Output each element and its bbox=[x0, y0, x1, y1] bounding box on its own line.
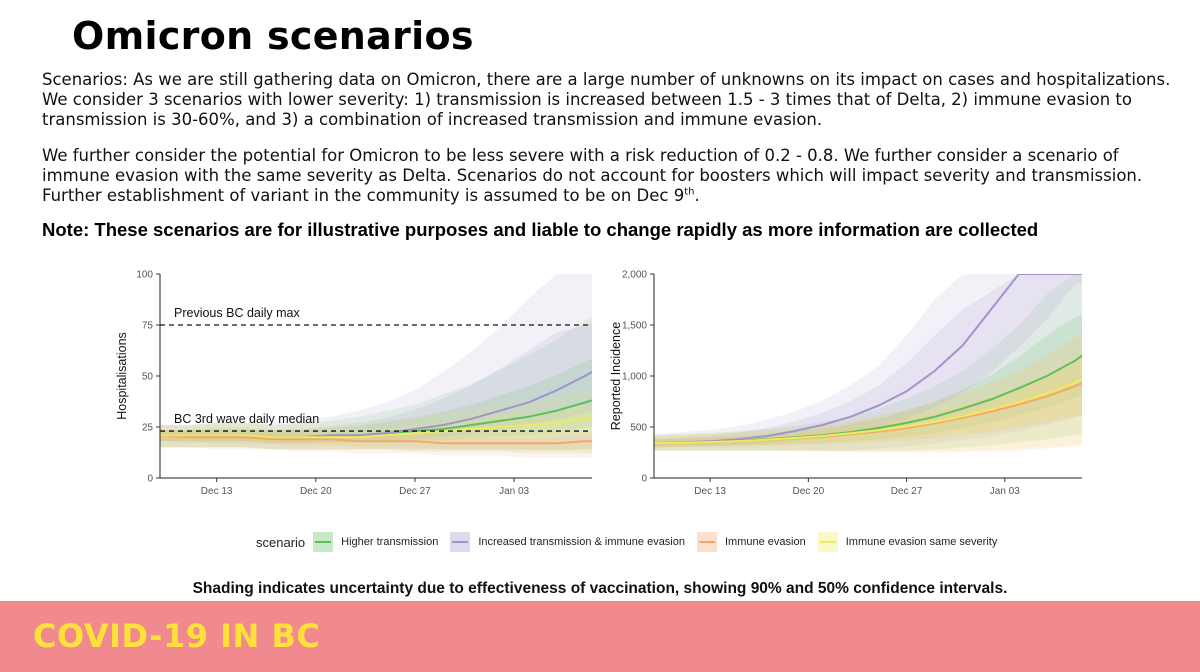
series-line bbox=[654, 378, 1082, 445]
legend-label: Increased transmission & immune evasion bbox=[478, 536, 685, 548]
ci90-band bbox=[160, 274, 592, 450]
ci90-band bbox=[654, 274, 1082, 451]
footer-banner: COVID-19 IN BC bbox=[0, 601, 1200, 672]
ci90-band bbox=[160, 316, 592, 455]
series-line bbox=[160, 417, 592, 439]
y-tick-label: 0 bbox=[641, 474, 647, 485]
severity-paragraph-end: . bbox=[694, 186, 700, 205]
legend-item: Higher transmission bbox=[313, 532, 438, 552]
x-tick-label: Dec 27 bbox=[891, 486, 923, 497]
legend-key bbox=[450, 532, 471, 552]
y-axis-title: Reported Incidence bbox=[609, 322, 623, 430]
y-tick-label: 1,000 bbox=[622, 372, 647, 383]
scenarios-paragraph: Scenarios: As we are still gathering dat… bbox=[42, 70, 1171, 129]
y-tick-label: 100 bbox=[136, 270, 153, 281]
series-line bbox=[654, 274, 1082, 445]
severity-paragraph-text: We further consider the potential for Om… bbox=[42, 146, 1143, 205]
ci90-band bbox=[654, 333, 1082, 453]
legend-key bbox=[817, 532, 838, 552]
severity-paragraph: We further consider the potential for Om… bbox=[42, 146, 1172, 206]
y-tick-label: 50 bbox=[142, 372, 154, 383]
legend-item: Increased transmission & immune evasion bbox=[450, 532, 685, 552]
reference-line-label: BC 3rd wave daily median bbox=[174, 412, 319, 426]
x-tick-label: Dec 13 bbox=[201, 486, 233, 497]
page-title: Omicron scenarios bbox=[72, 14, 474, 58]
y-tick-label: 25 bbox=[142, 423, 154, 434]
shading-caption: Shading indicates uncertainty due to eff… bbox=[192, 580, 1008, 597]
ci50-band bbox=[160, 404, 592, 444]
y-tick-label: 500 bbox=[630, 423, 647, 434]
hospitalisations-chart: Previous BC daily max BC 3rd wave daily m… bbox=[115, 270, 592, 497]
ci50-band bbox=[160, 430, 592, 451]
x-tick-label: Dec 27 bbox=[399, 486, 431, 497]
ci50-band bbox=[654, 274, 1082, 447]
legend-label: Immune evasion same severity bbox=[845, 536, 998, 548]
reported-incidence-chart: 0 500 1,000 1,500 2,000 Dec 13 Dec 20 Dec 27 Jan… bbox=[609, 270, 1082, 497]
ci90-band bbox=[654, 333, 1082, 452]
x-tick-label: Jan 03 bbox=[499, 486, 529, 497]
x-tick-label: Dec 13 bbox=[694, 486, 726, 497]
legend-title: scenario bbox=[256, 534, 306, 550]
ci50-band bbox=[160, 322, 592, 444]
y-tick-label: 0 bbox=[147, 474, 153, 485]
x-tick-label: Dec 20 bbox=[793, 486, 825, 497]
reference-line-label: Previous BC daily max bbox=[174, 306, 300, 320]
ci50-band bbox=[654, 356, 1082, 447]
legend-key bbox=[697, 532, 717, 552]
y-tick-label: 75 bbox=[142, 321, 154, 332]
covid-bc-brand: COVID-19 IN BC bbox=[33, 617, 320, 655]
legend-key bbox=[313, 532, 334, 552]
x-tick-label: Dec 20 bbox=[300, 486, 332, 497]
legend-label: Immune evasion bbox=[725, 536, 806, 548]
ci90-band bbox=[654, 274, 1082, 451]
y-tick-label: 2,000 bbox=[622, 270, 647, 281]
ci50-band bbox=[654, 358, 1082, 447]
note-text: Note: These scenarios are for illustrati… bbox=[42, 219, 1039, 240]
ci50-band bbox=[160, 358, 592, 444]
chart-legend: scenario Higher transmission Increased t… bbox=[256, 530, 1009, 554]
brand-covid: COVID-19 bbox=[33, 617, 209, 655]
y-tick-label: 1,500 bbox=[622, 321, 647, 332]
plot-area bbox=[654, 274, 1082, 453]
legend-item: Immune evasion bbox=[697, 532, 806, 552]
legend-label: Higher transmission bbox=[341, 536, 439, 548]
y-axis-title: Hospitalisations bbox=[115, 332, 129, 420]
severity-paragraph-superscript: th bbox=[684, 186, 695, 198]
brand-in-bc: IN BC bbox=[220, 617, 321, 655]
x-tick-label: Jan 03 bbox=[990, 486, 1020, 497]
series-line bbox=[160, 434, 592, 445]
plot-area bbox=[160, 274, 592, 458]
legend-item: Immune evasion same severity bbox=[817, 532, 998, 552]
